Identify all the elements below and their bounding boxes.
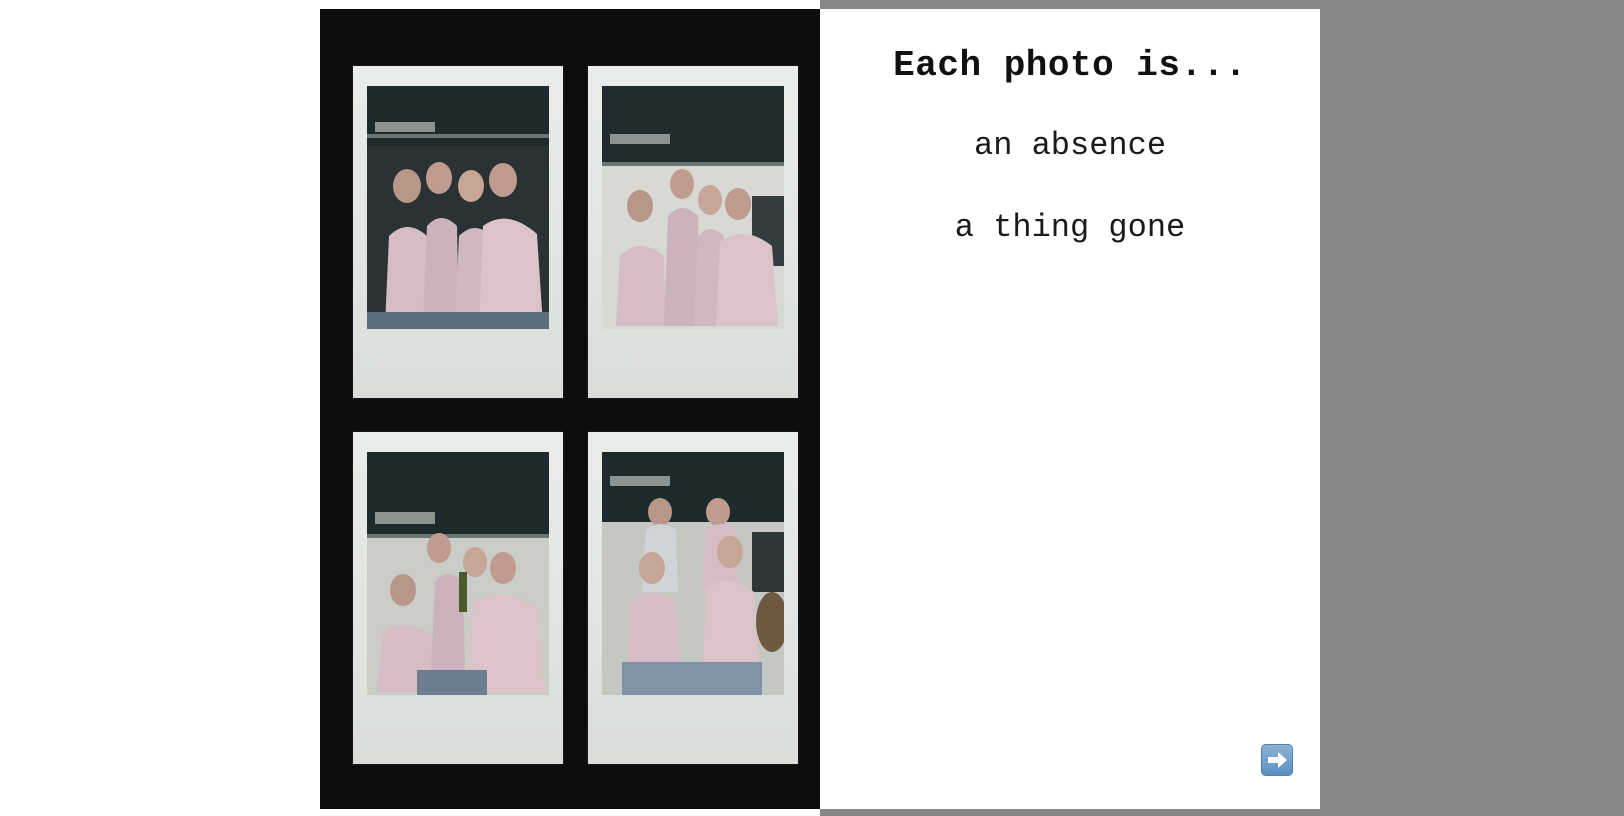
right-arrow-icon [1268,752,1287,768]
photo-panel [320,9,820,809]
polaroid-photo [588,432,798,764]
group-photo [602,86,784,329]
polaroid-photo [353,432,563,764]
slide-line-2: a thing gone [954,209,1186,246]
group-photo [602,452,784,695]
polaroid-photo [588,66,798,398]
text-panel: Each photo is... an absence a thing gone [820,9,1320,809]
slide-heading: Each photo is... [893,45,1247,86]
group-photo [367,86,549,329]
group-photo [367,452,549,695]
next-slide-button[interactable] [1261,744,1293,776]
slide-line-1: an absence [973,127,1167,164]
polaroid-photo [353,66,563,398]
